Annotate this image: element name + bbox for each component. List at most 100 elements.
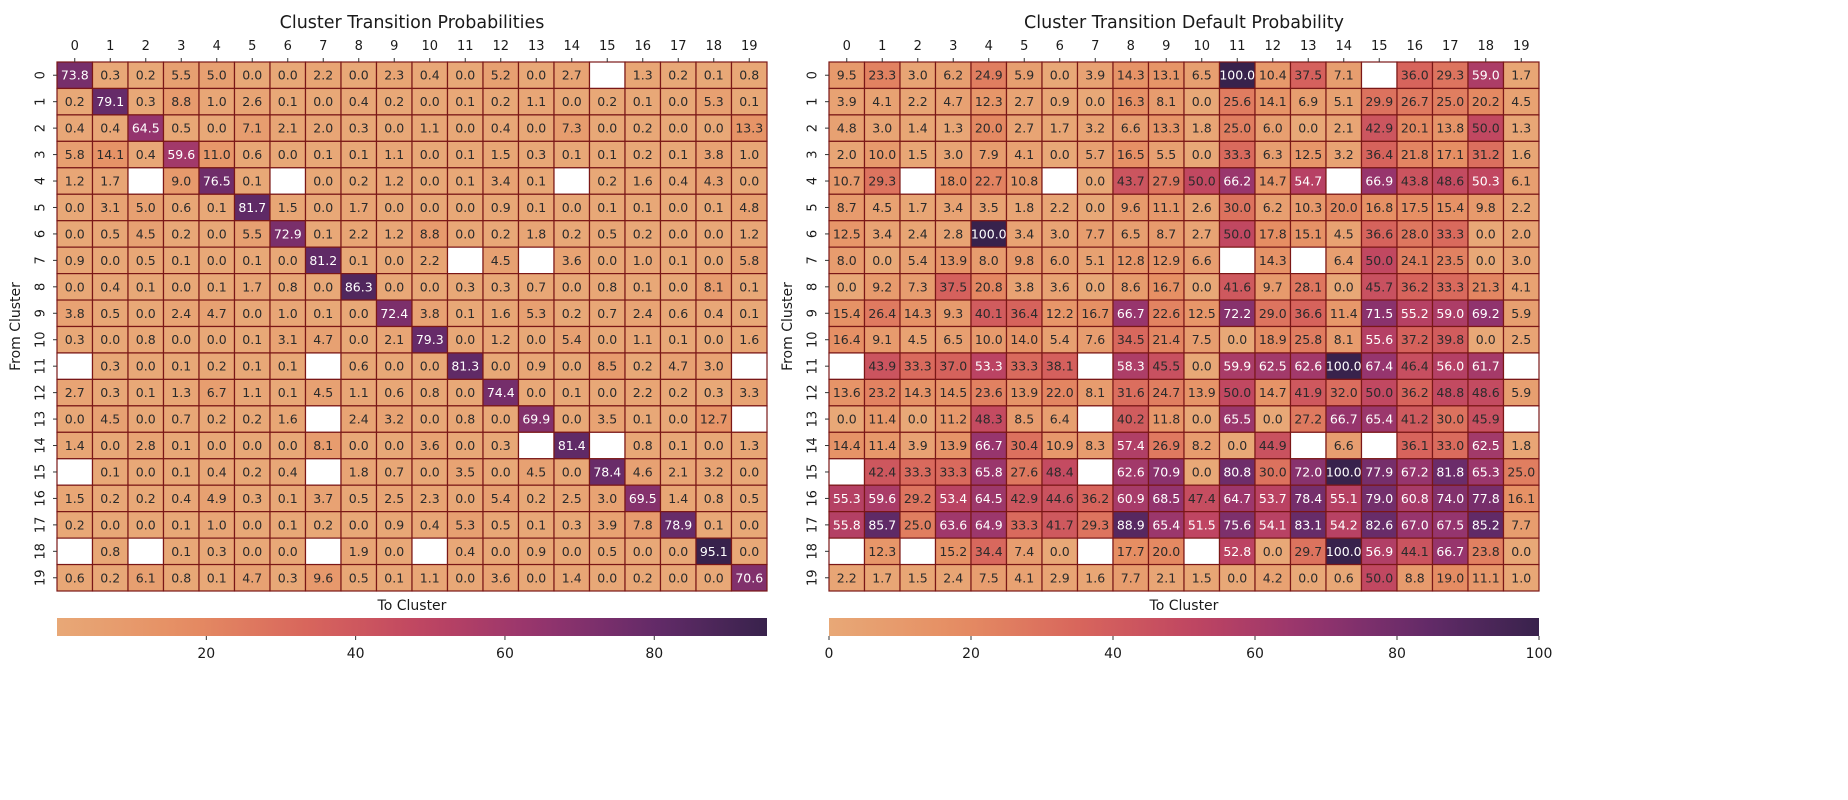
chart2-cell — [1076, 378, 1114, 407]
chart2-cell-label: 10.8 — [1010, 174, 1038, 189]
chart2-cell-label: 11.1 — [1472, 570, 1500, 585]
chart2-cell-label: 79.0 — [1365, 491, 1393, 506]
chart1-cell-label: 0.0 — [704, 332, 724, 347]
chart2-cell-label: 6.4 — [1334, 253, 1354, 268]
chart1-cell-label: 1.2 — [739, 226, 759, 241]
chart2-cell — [863, 405, 901, 433]
chart2-cell — [1218, 484, 1256, 513]
chart1-cell-label: 0.5 — [739, 491, 759, 506]
chart1-cell-label: 0.1 — [633, 279, 653, 294]
chart1-cell-label: 0.1 — [313, 226, 333, 241]
chart2-cell-label: 3.4 — [1014, 226, 1034, 241]
chart2-cell-label: 50.0 — [1223, 226, 1251, 241]
chart1-cell — [162, 352, 200, 381]
chart2-cell — [1502, 299, 1540, 328]
chart2-cell — [1431, 140, 1469, 169]
chart2-cell-label: 62.5 — [1472, 438, 1500, 453]
chart2-cell-label: 18.9 — [1259, 332, 1287, 347]
chart2-ytick-label: 17 — [806, 517, 821, 534]
chart1-cell-label: 0.0 — [455, 385, 475, 400]
chart1-cell-label: 0.1 — [633, 200, 653, 215]
chart2-colorbar-tick-label: 20 — [962, 646, 980, 662]
chart2-cell-label: 54.1 — [1259, 517, 1287, 532]
chart1-cell — [411, 405, 449, 433]
chart2-ytick-label: 1 — [806, 98, 821, 106]
chart1-cell-label: 5.2 — [491, 68, 511, 83]
chart1-cell-label: 0.0 — [242, 438, 262, 453]
chart1-cell-label: 0.5 — [349, 570, 369, 585]
chart1-cell-label: 0.4 — [207, 464, 227, 479]
chart1-cell-label: 2.7 — [65, 385, 85, 400]
chart2-cell-empty — [1360, 431, 1398, 460]
chart1-cell — [411, 114, 449, 142]
chart2-cell — [1218, 193, 1256, 222]
chart2-cell — [1502, 61, 1540, 90]
chart1-cell — [375, 484, 413, 513]
chart1-cell-label: 6.1 — [136, 570, 156, 585]
chart2-cell-label: 33.3 — [904, 359, 932, 374]
chart1-cell — [446, 114, 484, 142]
chart2-ytick-label: 11 — [806, 358, 821, 375]
chart1-cell-label: 0.0 — [668, 121, 688, 136]
chart1-cell-label: 0.0 — [704, 570, 724, 585]
chart1-cell-label: 1.3 — [633, 68, 653, 83]
chart2-cell-label: 1.8 — [1192, 121, 1212, 136]
chart1-cell-label: 3.6 — [491, 570, 511, 585]
chart1-cell-label: 0.0 — [136, 464, 156, 479]
chart2-cell — [1147, 431, 1185, 460]
chart2-cell-label: 14.5 — [939, 385, 967, 400]
chart2-cell-label: 0.0 — [1298, 570, 1318, 585]
chart1-ytick-label: 6 — [34, 230, 49, 238]
chart1-cell-label: 0.0 — [668, 94, 688, 109]
chart2-cell — [1467, 537, 1505, 566]
chart1-cell-label: 0.0 — [100, 332, 120, 347]
chart2-cell-label: 1.7 — [1511, 68, 1531, 83]
chart1-cell — [553, 458, 591, 486]
chart2-cell-label: 9.6 — [1121, 200, 1141, 215]
chart2-cell-label: 22.0 — [1046, 385, 1074, 400]
chart2-cell-label: 3.9 — [837, 94, 857, 109]
chart2-cell-label: 17.7 — [1117, 544, 1145, 559]
chart1-cell-label: 0.2 — [313, 517, 333, 532]
chart1-cell — [517, 114, 555, 142]
chart2-cell-label: 2.2 — [1511, 200, 1531, 215]
chart2-cell — [1076, 167, 1114, 195]
chart2-cell — [1467, 299, 1505, 328]
chart1-cell — [446, 220, 484, 248]
chart2-cell-label: 0.0 — [1263, 544, 1283, 559]
chart2-cell — [899, 563, 937, 592]
chart2-cell — [1112, 114, 1150, 142]
chart1-cell — [482, 537, 520, 566]
chart1-cell — [198, 484, 236, 513]
chart2-cell-label: 7.7 — [1121, 570, 1141, 585]
chart2-cell-label: 3.8 — [1014, 279, 1034, 294]
chart2-cell-label: 26.4 — [868, 306, 896, 321]
chart2-cell-label: 13.6 — [833, 385, 861, 400]
chart1-cell — [340, 352, 378, 381]
chart2-cell-label: 23.6 — [975, 385, 1003, 400]
chart2-cell — [1289, 273, 1327, 301]
chart1-cell — [198, 352, 236, 381]
chart2-cell — [1076, 511, 1114, 539]
chart1-ytick-label: 0 — [34, 71, 49, 79]
chart1-cell — [588, 325, 626, 354]
chart1-cell-label: 2.8 — [136, 438, 156, 453]
chart2-cell-empty — [1041, 167, 1079, 195]
chart2-cell-label: 6.4 — [1050, 412, 1070, 427]
chart1-cell — [162, 378, 200, 407]
chart1-cell-label: 0.1 — [597, 200, 617, 215]
chart2-cell-label: 4.7 — [943, 94, 963, 109]
chart1-cell-label: 0.0 — [349, 332, 369, 347]
chart1-cell-label: 0.1 — [349, 253, 369, 268]
chart1-cell — [233, 114, 271, 142]
chart2-cell — [1502, 220, 1540, 248]
chart2-cell-label: 27.2 — [1294, 412, 1322, 427]
chart1-cell — [624, 299, 662, 328]
chart1-cell-label: 0.1 — [242, 359, 262, 374]
chart2-cell-empty — [828, 352, 866, 381]
chart2-cell-label: 23.8 — [1472, 544, 1500, 559]
chart2-cell-empty — [1076, 352, 1114, 381]
chart2-cell — [828, 563, 866, 592]
chart2-cell-label: 32.0 — [1330, 385, 1358, 400]
